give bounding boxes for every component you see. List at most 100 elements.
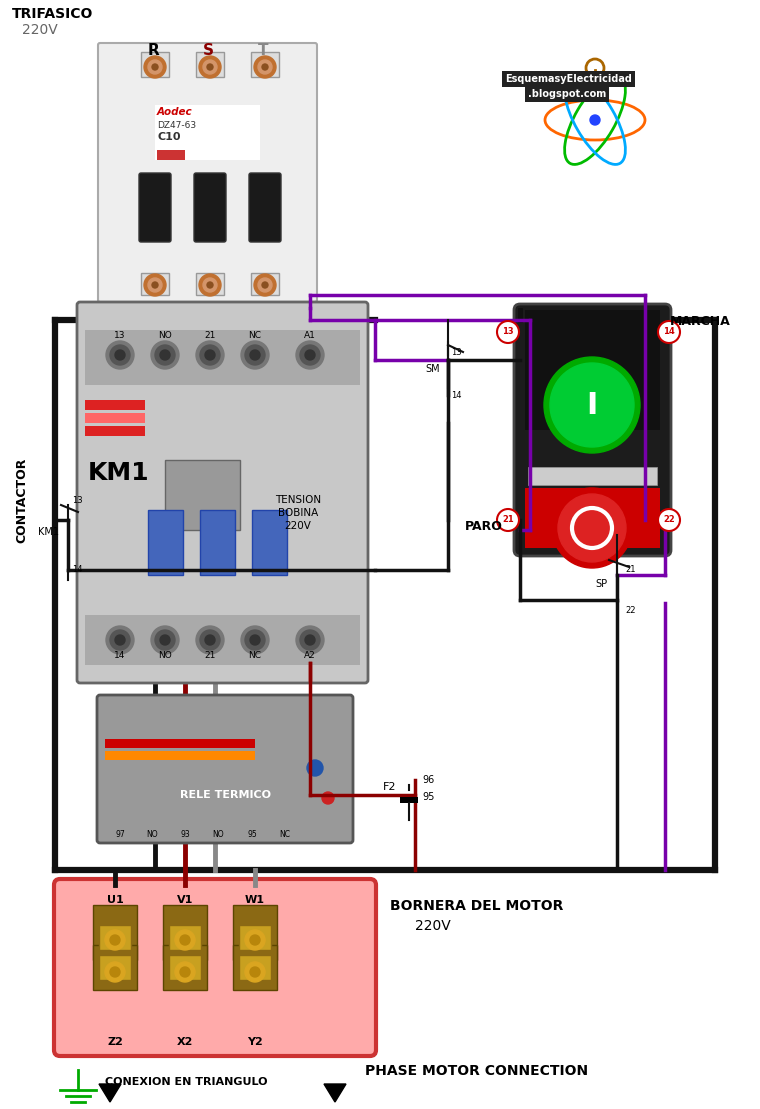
Text: 95: 95 <box>247 830 257 840</box>
Text: 13: 13 <box>502 327 514 336</box>
Circle shape <box>151 625 179 654</box>
Bar <box>525 488 660 548</box>
Circle shape <box>200 345 220 365</box>
Bar <box>239 955 271 980</box>
Text: 14: 14 <box>114 651 125 660</box>
Circle shape <box>115 350 125 360</box>
Text: EsquemasyElectricidad: EsquemasyElectricidad <box>505 74 632 84</box>
Circle shape <box>254 274 276 296</box>
Bar <box>233 905 277 960</box>
Bar <box>85 413 145 423</box>
Bar <box>99 925 131 950</box>
Text: PARO: PARO <box>465 520 503 533</box>
Circle shape <box>250 635 260 645</box>
Bar <box>157 150 185 160</box>
Bar <box>93 905 137 960</box>
Circle shape <box>200 630 220 650</box>
Circle shape <box>207 64 213 70</box>
Text: DZ47-63: DZ47-63 <box>157 121 196 130</box>
Text: NO: NO <box>212 830 223 840</box>
Circle shape <box>199 55 221 78</box>
Circle shape <box>152 64 158 70</box>
Circle shape <box>205 350 215 360</box>
FancyBboxPatch shape <box>98 43 317 302</box>
Text: 22: 22 <box>625 606 635 615</box>
Text: NC: NC <box>280 830 290 840</box>
Circle shape <box>110 967 120 977</box>
Bar <box>141 52 169 77</box>
Text: 21: 21 <box>502 516 514 525</box>
Bar <box>239 925 271 950</box>
Circle shape <box>300 345 320 365</box>
Bar <box>163 945 207 990</box>
Circle shape <box>106 340 134 369</box>
Bar <box>251 273 279 295</box>
Text: NO: NO <box>158 330 172 340</box>
Text: 93: 93 <box>180 830 190 840</box>
Bar <box>169 955 201 980</box>
Text: KM1: KM1 <box>88 461 150 485</box>
Circle shape <box>300 630 320 650</box>
Circle shape <box>497 321 519 343</box>
Text: A2: A2 <box>304 651 316 660</box>
Text: CONEXION EN TRIANGULO: CONEXION EN TRIANGULO <box>105 1077 268 1087</box>
Circle shape <box>148 278 162 292</box>
Bar <box>525 311 660 430</box>
Text: SP: SP <box>595 579 607 589</box>
Text: C10: C10 <box>157 132 181 142</box>
Circle shape <box>322 792 334 804</box>
Circle shape <box>241 340 269 369</box>
Text: PHASE MOTOR CONNECTION: PHASE MOTOR CONNECTION <box>365 1064 588 1078</box>
Circle shape <box>245 962 265 981</box>
Circle shape <box>196 340 224 369</box>
Text: I: I <box>586 390 597 419</box>
FancyBboxPatch shape <box>194 173 226 242</box>
Text: 14: 14 <box>72 564 83 574</box>
Text: Z2: Z2 <box>107 1037 123 1047</box>
Bar <box>85 400 145 410</box>
Circle shape <box>207 282 213 288</box>
Circle shape <box>658 509 680 531</box>
Text: 14: 14 <box>451 391 461 400</box>
Text: X2: X2 <box>177 1037 193 1047</box>
Text: NC: NC <box>249 651 261 660</box>
Circle shape <box>196 625 224 654</box>
Bar <box>85 615 360 665</box>
Text: T: T <box>258 43 268 58</box>
Circle shape <box>296 625 324 654</box>
Bar <box>105 751 255 760</box>
Text: S: S <box>203 43 214 58</box>
Circle shape <box>552 488 632 568</box>
Text: F2: F2 <box>383 782 397 792</box>
Bar <box>196 52 224 77</box>
Text: R: R <box>148 43 160 58</box>
Text: Aodec: Aodec <box>157 106 192 118</box>
Text: W1: W1 <box>245 895 265 905</box>
Circle shape <box>175 962 195 981</box>
Bar <box>93 945 137 990</box>
Polygon shape <box>99 1083 121 1102</box>
FancyBboxPatch shape <box>97 695 353 843</box>
Circle shape <box>544 357 640 452</box>
Circle shape <box>105 930 125 950</box>
Circle shape <box>258 60 272 74</box>
Text: 21: 21 <box>204 651 216 660</box>
Bar <box>200 510 235 574</box>
Circle shape <box>160 635 170 645</box>
Polygon shape <box>324 1083 346 1102</box>
Bar <box>165 460 240 530</box>
Circle shape <box>106 625 134 654</box>
Circle shape <box>262 64 268 70</box>
Bar <box>163 905 207 960</box>
Text: KM1: KM1 <box>38 527 59 537</box>
Circle shape <box>203 278 217 292</box>
Bar <box>528 467 657 485</box>
Circle shape <box>658 321 680 343</box>
FancyBboxPatch shape <box>77 302 368 683</box>
Bar <box>400 797 418 803</box>
Text: RELE TERMICO: RELE TERMICO <box>179 790 271 800</box>
Bar <box>99 955 131 980</box>
Circle shape <box>144 55 166 78</box>
Text: 95: 95 <box>422 792 435 802</box>
Circle shape <box>241 625 269 654</box>
